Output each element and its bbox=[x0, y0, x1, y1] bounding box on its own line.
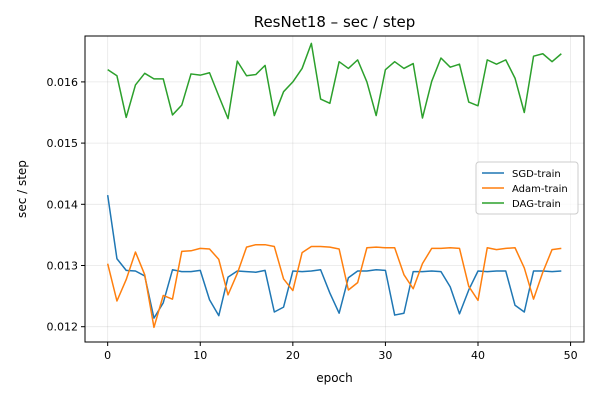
x-tick-label: 40 bbox=[471, 349, 485, 362]
x-tick-label: 20 bbox=[286, 349, 300, 362]
x-tick-label: 50 bbox=[564, 349, 578, 362]
plot-frame bbox=[84, 35, 585, 343]
y-tick-label: 0.016 bbox=[47, 76, 79, 89]
series-line-sgd-train bbox=[106, 195, 562, 319]
legend-label-adam-train: Adam-train bbox=[512, 184, 568, 195]
y-tick-label: 0.013 bbox=[47, 260, 79, 273]
y-axis-label: sec / step bbox=[15, 160, 29, 218]
x-tick-label: 30 bbox=[378, 349, 392, 362]
chart-title: ResNet18 – sec / step bbox=[254, 13, 416, 31]
x-axis-ticks: 0 10 20 30 40 50 bbox=[104, 342, 578, 362]
y-axis-ticks: 0.012 0.013 0.014 0.015 0.016 bbox=[47, 76, 85, 334]
series-line-dag-train bbox=[107, 42, 562, 120]
y-tick-label: 0.012 bbox=[47, 321, 79, 334]
legend-label-sgd-train: SGD-train bbox=[512, 169, 561, 180]
series-line-adam-train bbox=[106, 243, 562, 329]
x-tick-label: 10 bbox=[193, 349, 207, 362]
y-tick-label: 0.015 bbox=[47, 137, 79, 150]
x-tick-label: 0 bbox=[104, 349, 111, 362]
series-lines bbox=[106, 42, 562, 329]
legend-box bbox=[475, 161, 579, 215]
legend-label-dag-train: DAG-train bbox=[512, 199, 561, 210]
legend: SGD-train Adam-train DAG-train bbox=[475, 161, 579, 215]
x-axis-label: epoch bbox=[316, 371, 353, 385]
y-tick-label: 0.014 bbox=[47, 198, 79, 211]
